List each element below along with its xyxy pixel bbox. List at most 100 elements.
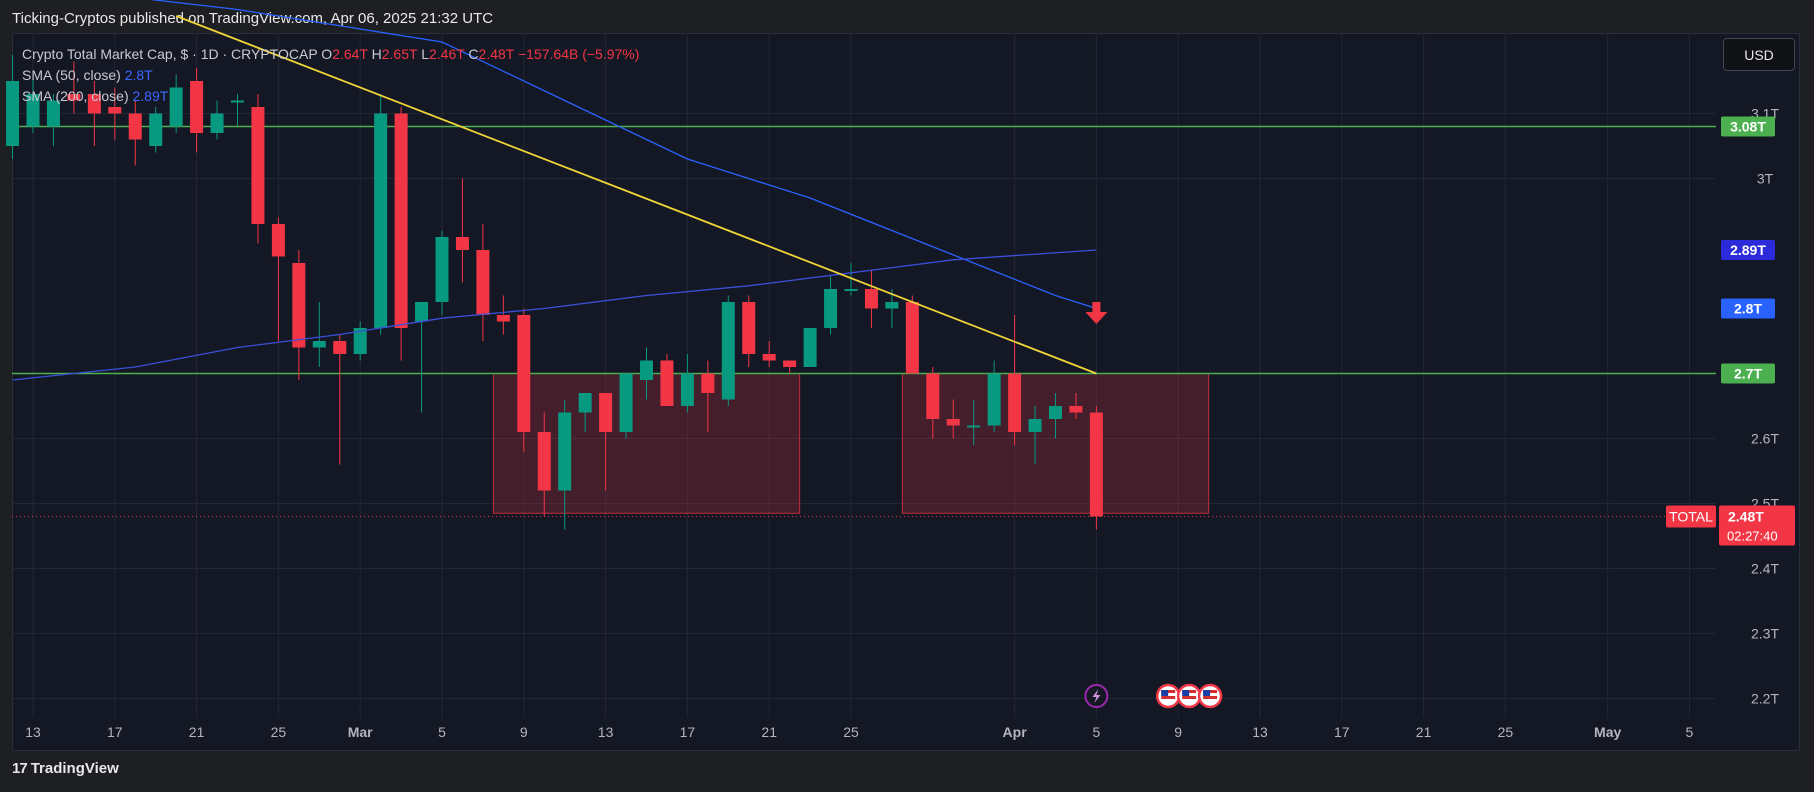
chart-frame [12,33,1800,751]
candle[interactable] [558,399,572,530]
us-flag-event-icon[interactable] [1155,683,1181,709]
candle[interactable] [926,367,940,439]
price-tick-label: 2.3T [1751,626,1779,642]
candle[interactable] [128,100,142,166]
candle[interactable] [537,412,551,517]
candle-body [1028,419,1042,432]
price-badge: 2.89T [1721,240,1775,260]
lightning-event-icon[interactable] [1084,684,1109,708]
candle[interactable] [333,334,347,465]
symbol-tag-bg [1666,505,1716,528]
candle[interactable] [946,399,960,439]
open-value: 2.64T [332,46,368,62]
candle[interactable] [885,289,899,328]
candle[interactable] [599,393,613,491]
candle[interactable] [701,360,715,433]
high-label: H [371,46,382,62]
candle[interactable] [231,94,244,127]
candle[interactable] [783,360,797,374]
sma50-label: SMA (50, close) [22,67,121,83]
candle[interactable] [271,217,285,342]
candle[interactable] [210,100,224,140]
sma50-line[interactable] [13,0,1097,310]
countdown-text: 02:27:40 [1727,529,1778,544]
candle-body [619,373,633,432]
legend-sma200-row[interactable]: SMA (200, close) 2.89T [22,86,639,107]
candle-body [6,81,20,146]
downtrend-line[interactable] [175,15,1097,375]
legend-sma50-row[interactable]: SMA (50, close) 2.8T [22,65,639,86]
candle[interactable] [415,302,429,413]
candle[interactable] [455,178,469,283]
candle[interactable] [987,360,1001,433]
candle[interactable] [742,295,756,368]
candle[interactable] [619,373,633,439]
candle[interactable] [46,94,60,146]
candle[interactable] [108,87,122,140]
candle[interactable] [680,354,694,413]
candle-body [762,354,776,361]
candle[interactable] [1049,393,1062,439]
candle[interactable] [251,94,265,244]
candle[interactable] [1008,315,1022,445]
candle[interactable] [496,295,510,335]
candle[interactable] [312,302,326,367]
candle[interactable] [905,295,919,374]
candle[interactable] [87,81,101,146]
candle[interactable] [578,393,592,432]
candle[interactable] [26,74,40,134]
publisher-header: Ticking-Cryptos published on TradingView… [12,10,494,27]
candle[interactable] [721,295,735,407]
candle[interactable] [803,328,817,367]
price-tick-label: 2.2T [1751,691,1779,707]
candle[interactable] [169,74,183,134]
candle[interactable] [476,224,490,341]
candle[interactable] [1089,406,1103,530]
current-price-badge[interactable]: 2.48T 02:27:40 TOTAL [1666,505,1795,546]
moving-averages [12,0,1097,381]
candle-body [108,107,122,114]
candle[interactable] [374,94,388,335]
tradingview-logo-icon: 17 [12,760,28,777]
candle-body [721,302,735,400]
candle[interactable] [292,250,306,380]
candle[interactable] [394,107,408,361]
candle[interactable] [1069,393,1083,419]
us-flag-event-icon[interactable] [1197,683,1223,709]
symbol-title[interactable]: Crypto Total Market Cap, $ · 1D · CRYPTO… [22,46,318,62]
candle[interactable] [517,308,531,452]
lightning-bolt [1092,689,1101,703]
candle[interactable] [1028,406,1042,465]
down-arrow-icon[interactable] [1085,302,1108,324]
sma200-line[interactable] [12,249,1097,381]
price-badge-bg [1721,116,1775,137]
candle[interactable] [190,68,204,153]
candle[interactable] [67,61,81,114]
us-flag-event-icon[interactable] [1176,683,1202,709]
flag-canton [1203,690,1211,696]
time-tick-label: 17 [680,724,696,740]
candle[interactable] [640,347,653,400]
candle-body [394,113,408,328]
time-tick-label: 9 [520,724,528,740]
candle[interactable] [353,321,367,361]
candle-body [292,263,306,348]
footer-brand[interactable]: 17 TradingView [12,760,119,777]
candle-body [640,360,653,380]
time-tick-label: 25 [1498,724,1514,740]
candle[interactable] [762,341,776,367]
candle[interactable] [435,230,449,316]
candle[interactable] [660,354,674,406]
candle[interactable] [967,399,981,446]
flag-canton [1161,690,1169,696]
candle[interactable] [6,55,20,159]
currency-button[interactable]: USD [1723,38,1795,71]
candle[interactable] [824,276,838,335]
price-tick-label: 2.4T [1751,561,1779,577]
sma200-label: SMA (200, close) [22,88,129,104]
candle[interactable] [844,263,858,296]
time-axis: 13 17 21 25 Mar 5 9 13 17 21 25 Apr 5 9 13 17 21 25 May 5 [25,724,1693,740]
candle[interactable] [864,269,878,329]
candle[interactable] [149,107,163,153]
